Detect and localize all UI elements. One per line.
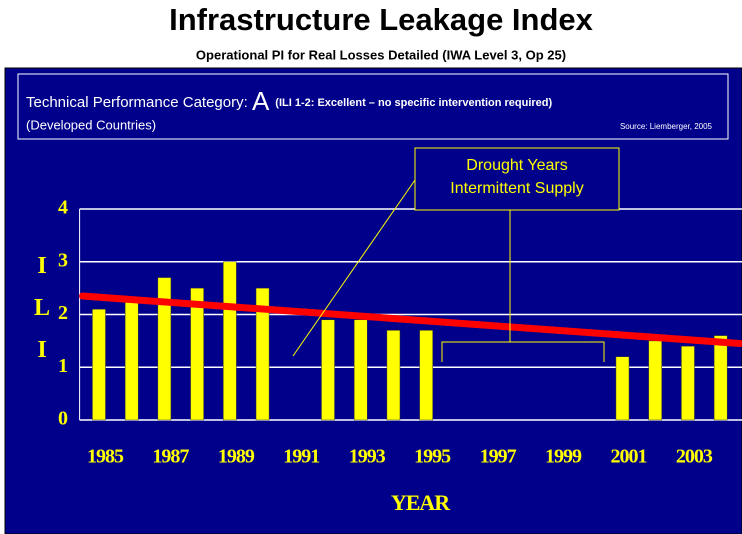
trend-line [79, 292, 742, 348]
source: Source: Liemberger, 2005 [620, 122, 713, 131]
bar [255, 287, 270, 421]
bar [353, 319, 368, 421]
info-line: Technical Performance Category: A (ILI 1-… [26, 86, 553, 116]
annotation-box [414, 147, 620, 211]
bar [648, 340, 662, 421]
x-tick-label: 1985 [87, 446, 124, 468]
x-tick-label: 1997 [480, 446, 517, 468]
bar [615, 356, 630, 421]
bar [681, 345, 695, 421]
bar [157, 277, 172, 421]
x-tick-label: 1989 [218, 446, 255, 468]
x-tick-label: 1993 [349, 446, 386, 468]
bar [124, 298, 139, 421]
bar [713, 335, 728, 421]
bar [386, 330, 401, 421]
x-tick-label: 1987 [152, 446, 189, 468]
x-tick-label: 1991 [283, 446, 319, 468]
x-tick-label: 1995 [414, 446, 451, 468]
x-tick-label: 2003 [676, 446, 713, 468]
bar [190, 287, 204, 421]
annotation-arrow [292, 179, 416, 357]
annotation: Drought Years [466, 157, 567, 174]
chart-title: Infrastructure Leakage Index [169, 2, 594, 37]
bar [92, 308, 106, 421]
category: A [252, 86, 270, 116]
plot: 0 1 2 3 4 1985 1987 1989 1991 1993 1995 1997 1999 200… [58, 197, 742, 468]
y-tick-label: 4 [58, 197, 68, 219]
y-tick-label: 0 [58, 408, 68, 430]
bar [223, 261, 237, 421]
annotation-bracket [441, 341, 605, 362]
chart-subtitle: Operational PI for Real Losses Detailed … [196, 47, 566, 62]
y-tick-label: 1 [58, 355, 68, 377]
y-tick-label: 2 [58, 302, 68, 324]
x-tick-label: 2001 [610, 446, 646, 468]
category-note: (ILI 1-2: Excellent – no specific interv… [275, 97, 552, 109]
annotation: Intermittent Supply [450, 180, 583, 197]
x-axis-label: YEAR [391, 490, 451, 515]
y-tick-label: 3 [58, 249, 68, 271]
info-box [17, 73, 729, 140]
y-axis-label: ILI [29, 253, 55, 379]
info-line2: (Developed Countries) [26, 117, 156, 132]
info-text: Technical Performance Category: [26, 94, 252, 111]
bar [321, 319, 335, 421]
bar [419, 330, 433, 421]
x-tick-label: 1999 [545, 446, 582, 468]
